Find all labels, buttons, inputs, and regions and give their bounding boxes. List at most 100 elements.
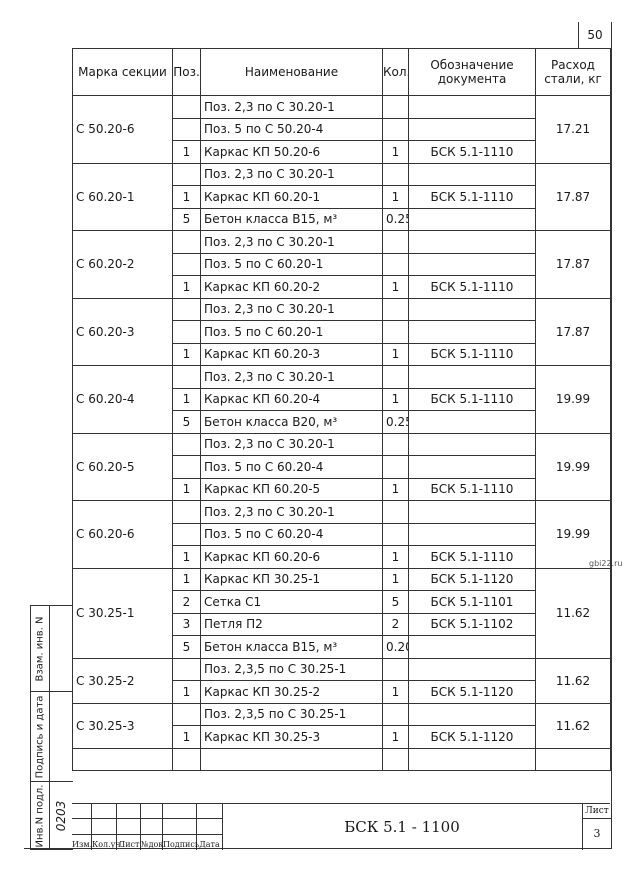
item-name: Петля П2	[200, 612, 383, 636]
item-name: Каркас КП 30.25-3	[200, 725, 383, 749]
quantity	[382, 297, 409, 321]
sheet-number: 3	[593, 827, 601, 840]
position: 1	[172, 275, 201, 299]
item-name: Поз. 5 по С 60.20-4	[200, 522, 383, 546]
quantity: 0.20	[382, 635, 409, 659]
section-mark: С 60.20-6	[72, 500, 173, 569]
table-row: С 30.25-2 Поз. 2,3,5 по С 30.25-1 11.62	[72, 657, 611, 704]
position	[172, 320, 201, 344]
header-mark: Марка секции	[72, 48, 173, 96]
position	[172, 365, 201, 389]
section-mark: С 30.25-3	[72, 702, 173, 749]
table-row: Поз. 5 по С 50.20-4	[73, 117, 611, 141]
item-name: Поз. 2,3 по С 30.20-1	[200, 297, 383, 321]
item-name: Каркас КП 30.25-1	[200, 567, 383, 591]
document-designation: БСК 5.1-1120	[408, 725, 536, 749]
table-row: С 60.20-4 Поз. 2,3 по С 30.20-1 19.99	[72, 365, 611, 434]
table-row: С 60.20-5 Поз. 2,3 по С 30.20-1 19.99	[72, 432, 611, 501]
item-name: Поз. 2,3 по С 30.20-1	[200, 500, 383, 524]
position	[172, 702, 201, 726]
document-designation	[408, 500, 536, 524]
revision-column-label: Изм.	[72, 840, 93, 849]
document-designation: БСК 5.1-1110	[408, 387, 536, 411]
position: 3	[172, 612, 201, 636]
item-name: Бетон класса В15, м³	[200, 635, 383, 659]
position	[172, 500, 201, 524]
revision-column-label: №док.	[141, 840, 166, 849]
quantity: 1	[382, 342, 409, 366]
document-designation	[408, 230, 536, 254]
quantity	[382, 702, 409, 726]
quantity	[382, 95, 409, 119]
empty-cell	[172, 747, 201, 771]
steel-consumption: 19.99	[535, 500, 611, 569]
steel-consumption: 11.62	[535, 567, 611, 659]
quantity	[382, 522, 409, 546]
item-name: Сетка С1	[200, 590, 383, 614]
revision-grid: Изм. Кол.уч. Лист №док. Подпись Дата	[72, 804, 223, 850]
document-designation	[408, 207, 536, 231]
empty-cell	[408, 747, 536, 771]
document-designation	[408, 455, 536, 479]
quantity: 1	[382, 387, 409, 411]
position	[172, 95, 201, 119]
table-row: С 60.20-1 Поз. 2,3 по С 30.20-1 17.87	[72, 162, 611, 231]
item-name: Поз. 5 по С 60.20-1	[200, 320, 383, 344]
item-name: Поз. 5 по С 60.20-4	[200, 455, 383, 479]
empty-row	[72, 747, 611, 771]
position	[172, 252, 201, 276]
quantity: 1	[382, 185, 409, 209]
item-name: Каркас КП 60.20-6	[200, 545, 383, 569]
section-mark: С 60.20-1	[72, 162, 173, 231]
table-row: С 60.20-6 Поз. 2,3 по С 30.20-1 19.99	[72, 500, 611, 569]
steel-consumption: 17.87	[535, 297, 611, 366]
table-row: Поз. 5 по С 60.20-1	[73, 320, 611, 344]
quantity: 5	[382, 590, 409, 614]
position	[172, 455, 201, 479]
document-designation	[408, 297, 536, 321]
position: 1	[172, 140, 201, 164]
document-designation	[408, 162, 536, 186]
position	[172, 230, 201, 254]
sheet-label: Лист	[583, 804, 611, 819]
section-mark: С 30.25-1	[72, 567, 173, 659]
steel-consumption: 17.87	[535, 230, 611, 299]
quantity	[382, 365, 409, 389]
steel-consumption: 17.21	[535, 95, 611, 164]
document-designation: БСК 5.1-1120	[408, 680, 536, 704]
quantity: 0.25	[382, 410, 409, 434]
sheet-cell: Лист 3	[582, 804, 611, 850]
document-designation	[408, 410, 536, 434]
empty-cell	[535, 747, 611, 771]
margin-stamp: Взам. инв. N Подпись и дата Инв.N подл. …	[30, 605, 73, 850]
quantity	[382, 117, 409, 141]
revision-column	[72, 804, 92, 850]
position: 1	[172, 725, 201, 749]
document-designation: БСК 5.1-1110	[408, 477, 536, 501]
table-row: 1 Каркас КП 30.25-2 1 БСК 5.1-1120	[73, 680, 611, 704]
document-designation	[408, 635, 536, 659]
document-designation: БСК 5.1-1102	[408, 612, 536, 636]
section-mark: С 30.25-2	[72, 657, 173, 704]
header-qty: Кол.	[382, 48, 409, 96]
document-designation: БСК 5.1-1110	[408, 342, 536, 366]
item-name: Поз. 2,3 по С 30.20-1	[200, 365, 383, 389]
position: 5	[172, 635, 201, 659]
quantity	[382, 500, 409, 524]
table-row: 1 Каркас КП 50.20-6 1 БСК 5.1-1110	[73, 140, 611, 164]
position: 1	[172, 477, 201, 501]
quantity	[382, 230, 409, 254]
item-name: Поз. 2,3 по С 30.20-1	[200, 432, 383, 456]
table-row: Поз. 5 по С 60.20-4	[73, 522, 611, 546]
section-mark: С 50.20-6	[72, 95, 173, 164]
table-row: 1 Каркас КП 30.25-3 1 БСК 5.1-1120	[73, 725, 611, 749]
revision-column-label: Лист	[118, 840, 140, 849]
item-name: Каркас КП 30.25-2	[200, 680, 383, 704]
table-row: С 50.20-6 Поз. 2,3 по С 30.20-1 17.21	[72, 95, 611, 164]
steel-consumption: 11.62	[535, 657, 611, 704]
quantity: 1	[382, 275, 409, 299]
section-mark: С 60.20-2	[72, 230, 173, 299]
document-designation	[408, 365, 536, 389]
